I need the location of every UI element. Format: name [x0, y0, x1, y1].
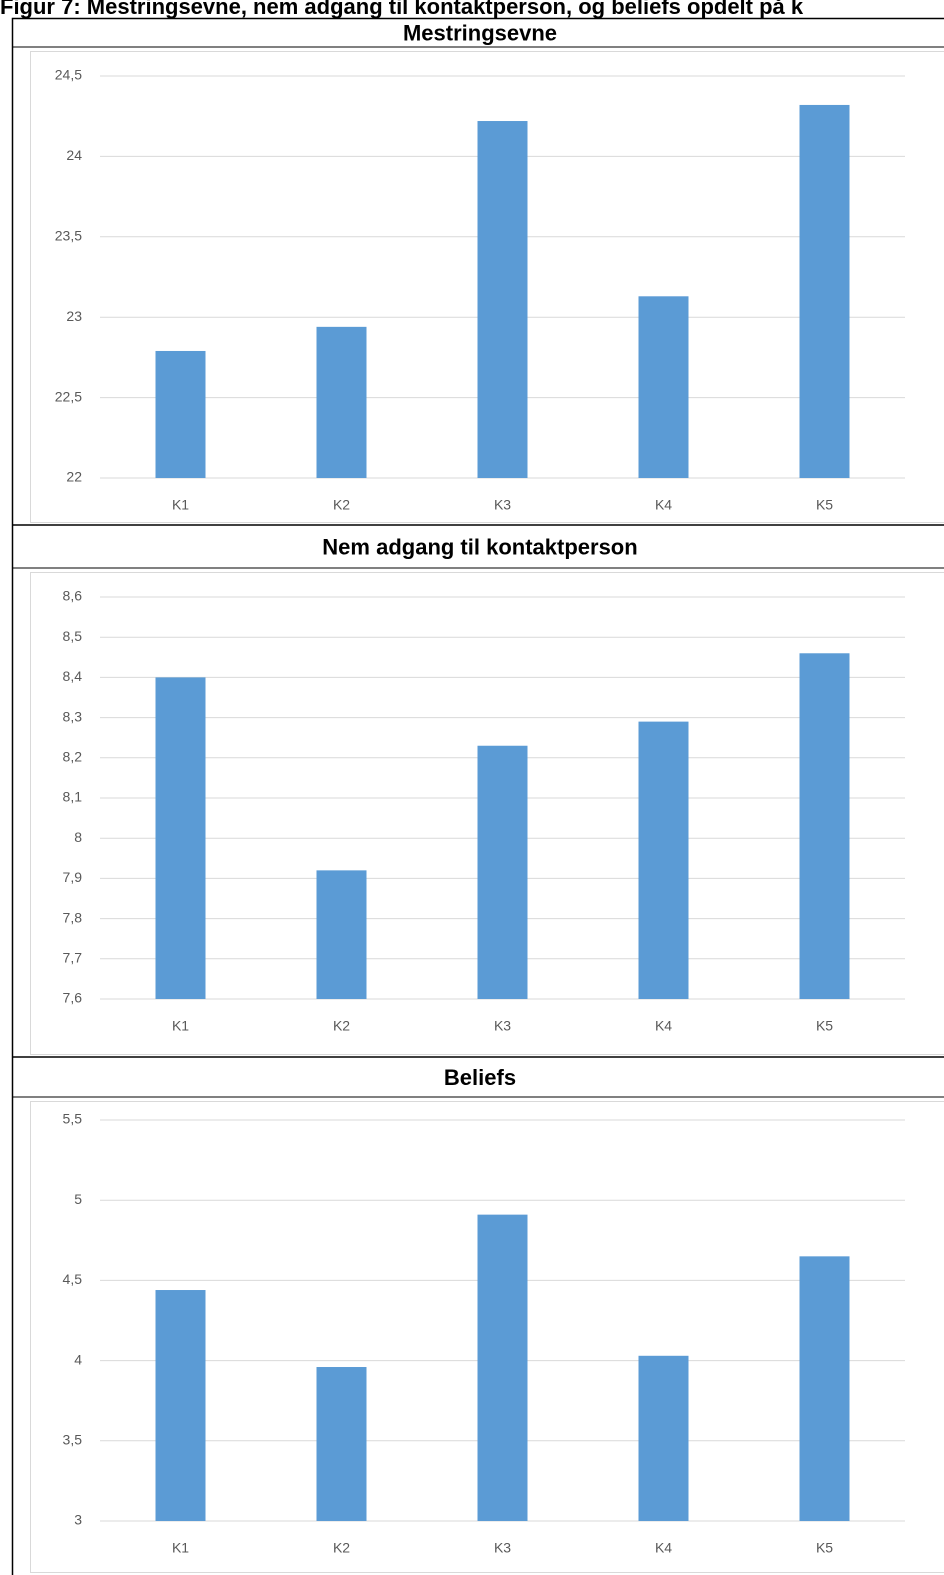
y-tick-label: 7,8	[63, 909, 83, 925]
bar	[155, 350, 206, 478]
x-tick-label: K5	[816, 497, 833, 513]
table-border	[11, 17, 944, 1575]
bar	[477, 121, 528, 479]
bar	[638, 296, 689, 478]
bar	[316, 326, 367, 478]
y-tick-label: 23,5	[55, 228, 82, 244]
x-tick-label: K2	[333, 1018, 350, 1034]
panel-title: Nem adgang til kontaktperson	[322, 535, 637, 560]
bar	[316, 1367, 367, 1521]
x-tick-label: K3	[494, 1018, 511, 1034]
x-tick-label: K2	[333, 1540, 350, 1556]
y-tick-label: 8	[74, 829, 82, 845]
panel-title: Beliefs	[444, 1065, 516, 1090]
y-tick-label: 24	[66, 147, 82, 163]
y-tick-label: 4	[74, 1351, 82, 1367]
x-tick-label: K2	[333, 497, 350, 513]
chart-area	[30, 1101, 944, 1573]
y-tick-label: 8,2	[63, 749, 83, 765]
y-tick-label: 22,5	[55, 388, 82, 404]
bar	[477, 1214, 528, 1521]
x-tick-label: K3	[494, 497, 511, 513]
bar	[799, 1256, 850, 1521]
y-tick-label: 24,5	[55, 67, 82, 83]
x-tick-label: K5	[816, 1018, 833, 1034]
bar	[799, 653, 850, 999]
y-tick-label: 5	[74, 1191, 82, 1207]
bar	[638, 1355, 689, 1521]
y-tick-label: 3	[74, 1512, 82, 1528]
y-tick-label: 3,5	[63, 1432, 83, 1448]
y-tick-label: 8,6	[63, 588, 83, 604]
y-tick-label: 23	[66, 308, 82, 324]
x-tick-label: K4	[655, 497, 672, 513]
y-tick-label: 7,7	[63, 950, 83, 966]
y-tick-label: 7,9	[63, 869, 83, 885]
x-tick-label: K5	[816, 1540, 833, 1556]
y-tick-label: 4,5	[63, 1271, 83, 1287]
y-tick-label: 8,1	[63, 789, 83, 805]
chart-area	[30, 51, 944, 523]
panel-title: Mestringsevne	[403, 21, 557, 46]
bar	[638, 721, 689, 999]
x-tick-label: K4	[655, 1018, 672, 1034]
x-tick-label: K3	[494, 1540, 511, 1556]
x-tick-label: K1	[172, 1540, 189, 1556]
bar	[477, 745, 528, 999]
bar	[155, 1290, 206, 1521]
y-tick-label: 5,5	[63, 1111, 83, 1127]
y-tick-label: 22	[66, 469, 82, 485]
y-tick-label: 8,3	[63, 708, 83, 724]
y-tick-label: 7,6	[63, 990, 83, 1006]
y-tick-label: 8,5	[63, 628, 83, 644]
bar	[316, 870, 367, 999]
chart-area	[30, 572, 944, 1055]
y-tick-label: 8,4	[63, 668, 83, 684]
bar	[155, 677, 206, 999]
caption: Figur 7: Mestringsevne, nem adgang til k…	[0, 0, 804, 19]
bar	[799, 104, 850, 478]
x-tick-label: K1	[172, 497, 189, 513]
x-tick-label: K4	[655, 1540, 672, 1556]
x-tick-label: K1	[172, 1018, 189, 1034]
